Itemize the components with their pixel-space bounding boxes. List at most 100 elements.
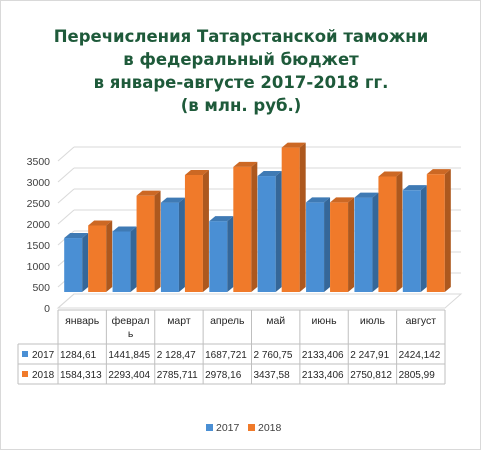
- y-tick-label: 1000: [27, 261, 51, 273]
- gridline-side: [57, 146, 75, 162]
- bar-top: [354, 192, 379, 198]
- bar-top: [257, 171, 282, 177]
- bar-top: [378, 171, 403, 177]
- bar-2018-3: [233, 166, 252, 292]
- chart-title-line: в январе-августе 2017-2018 гг.: [93, 73, 389, 92]
- bar-top: [306, 197, 331, 203]
- table-series-name: 2018: [32, 370, 55, 381]
- gridline-side: [57, 209, 75, 225]
- y-tick-label: 2500: [27, 198, 51, 210]
- y-tick-label: 500: [32, 282, 50, 294]
- bar-top: [233, 161, 258, 167]
- bar-side: [348, 197, 355, 292]
- legend-key-2018: [248, 424, 255, 431]
- x-category-label: феврал: [112, 315, 150, 327]
- y-tick-label: 0: [44, 303, 50, 315]
- data-label: 2424,142: [399, 350, 441, 361]
- data-label: 1584,313: [60, 370, 102, 381]
- x-category-label: январь: [65, 315, 100, 327]
- x-category-label: июнь: [312, 315, 338, 327]
- data-label: 2 247,91: [350, 350, 389, 361]
- legend-label: 2017: [216, 422, 240, 434]
- chart-title-line: в федеральный бюджет: [123, 50, 359, 69]
- data-label: 2133,406: [302, 350, 344, 361]
- bar-2018-0: [88, 225, 107, 292]
- bar-top: [160, 197, 185, 203]
- bar-2018-4: [281, 147, 300, 292]
- bar-2017-3: [209, 221, 228, 292]
- chart-title-line: Перечисления Татарстанской таможни: [53, 27, 429, 46]
- bar-side: [82, 233, 89, 292]
- data-label: 2785,711: [157, 370, 198, 381]
- bar-side: [154, 190, 161, 292]
- x-category-label: август: [406, 315, 437, 327]
- data-label: 1687,721: [205, 350, 247, 361]
- y-tick-label: 1500: [27, 240, 51, 252]
- bar-side: [299, 142, 306, 292]
- data-label: 1441,845: [108, 350, 150, 361]
- legend-label: 2018: [258, 422, 282, 434]
- bar-side: [202, 170, 209, 292]
- bar-top: [112, 226, 137, 232]
- data-label: 3437,58: [254, 370, 291, 381]
- x-category-label: март: [167, 315, 191, 327]
- bar-side: [420, 185, 427, 292]
- bar-2018-2: [184, 175, 203, 292]
- y-tick-label: 2000: [27, 219, 51, 231]
- bar-2017-7: [402, 190, 421, 292]
- table-legend-key: [22, 371, 28, 377]
- bar-side: [178, 197, 185, 292]
- bar-2017-4: [257, 176, 276, 292]
- x-category-label: май: [266, 315, 285, 327]
- bar-2018-6: [378, 176, 397, 292]
- x-category-label: июль: [360, 315, 386, 327]
- bar-side: [372, 192, 379, 292]
- data-label: 2978,16: [205, 370, 242, 381]
- gridline-side: [57, 188, 75, 204]
- bar-2017-6: [354, 197, 373, 292]
- bar-top: [64, 233, 89, 239]
- chart-floor: [56, 293, 463, 309]
- chart-title-line: (в млн. руб.): [180, 96, 302, 115]
- bar-side: [130, 226, 137, 292]
- bar-side: [444, 169, 451, 292]
- data-label: 2805,99: [399, 370, 436, 381]
- data-label: 2750,812: [350, 370, 392, 381]
- bar-2017-2: [160, 202, 179, 292]
- table-legend-key: [22, 351, 28, 357]
- bar-side: [227, 216, 234, 292]
- chart-title: Перечисления Татарстанской таможни в фед…: [41, 25, 441, 117]
- legend-key-2017: [206, 424, 213, 431]
- bar-2018-1: [136, 195, 155, 292]
- bar-2018-7: [426, 174, 445, 292]
- bar-top: [184, 170, 209, 176]
- bar-2017-1: [112, 231, 131, 292]
- bar-side: [106, 220, 113, 292]
- y-tick-label: 3500: [27, 156, 51, 168]
- bar-side: [251, 161, 258, 292]
- y-tick-label: 3000: [27, 177, 51, 189]
- bar-2017-5: [306, 202, 325, 292]
- bar-side: [396, 171, 403, 292]
- data-label: 2133,406: [302, 370, 344, 381]
- bar-2017-0: [64, 238, 83, 292]
- bar-side: [275, 171, 282, 292]
- x-category-label: ь: [128, 328, 134, 340]
- bar-top: [88, 220, 113, 226]
- bar-side: [324, 197, 331, 292]
- bar-2018-5: [330, 202, 349, 292]
- data-label: 2 128,47: [157, 350, 196, 361]
- bar-top: [209, 216, 234, 222]
- bar-top: [330, 197, 355, 203]
- bar-top: [402, 185, 427, 191]
- gridline-side: [57, 167, 75, 183]
- table-series-name: 2017: [32, 350, 55, 361]
- data-label: 1284,61: [60, 350, 97, 361]
- bar-top: [426, 169, 451, 175]
- data-label: 2293,404: [108, 370, 150, 381]
- data-label: 2 760,75: [254, 350, 293, 361]
- x-category-label: апрель: [210, 315, 245, 327]
- bar-top: [136, 190, 161, 196]
- bar-top: [281, 142, 306, 148]
